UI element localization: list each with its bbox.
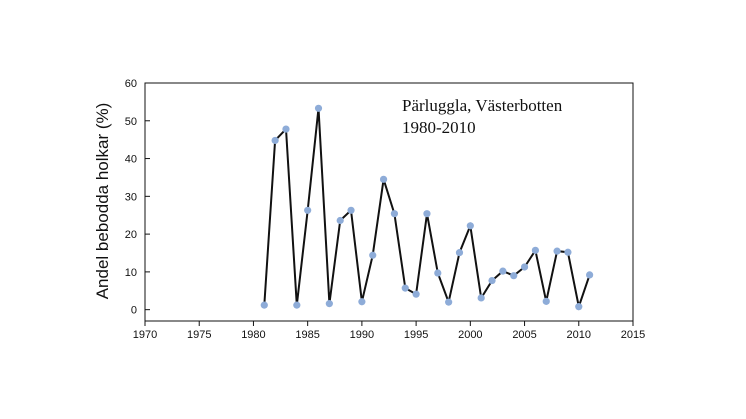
data-point [586, 271, 594, 279]
x-tick-label: 1990 [350, 329, 374, 341]
x-tick-label: 1975 [187, 329, 211, 341]
y-tick-label: 40 [125, 154, 137, 166]
data-point [520, 263, 529, 271]
x-tick-label: 1985 [295, 329, 319, 341]
data-point [423, 210, 431, 218]
data-point [336, 216, 344, 225]
x-tick-label: 2015 [621, 329, 645, 341]
y-axis: 0 10 20 30 40 50 60 [125, 78, 150, 317]
series-line [263, 108, 591, 311]
data-point [282, 125, 290, 133]
data-point [455, 249, 464, 257]
y-tick-label: 30 [125, 191, 137, 203]
x-tick-label: 2010 [567, 329, 591, 341]
y-tick-label: 60 [125, 78, 137, 90]
data-point [293, 301, 301, 309]
data-point [347, 206, 355, 214]
data-point [401, 284, 409, 292]
y-tick-label: 10 [125, 267, 137, 279]
chart-annotation-line-2: 1980-2010 [402, 118, 476, 137]
x-tick-label: 2005 [512, 329, 536, 341]
data-point [488, 276, 496, 285]
data-point [564, 248, 572, 256]
data-point [314, 104, 323, 112]
data-point [542, 297, 550, 305]
data-points [260, 104, 594, 311]
data-point [260, 301, 268, 309]
x-axis: 1970 1975 1980 1985 1990 1995 2000 2005 2010 2015 [133, 321, 645, 341]
x-tick-label: 1980 [241, 329, 265, 341]
data-point [477, 294, 485, 302]
x-tick-label: 1970 [133, 329, 157, 341]
plot-frame [144, 82, 634, 322]
data-point [499, 267, 507, 275]
data-point [379, 175, 388, 183]
y-tick-label: 20 [125, 229, 137, 241]
data-point [466, 222, 474, 230]
data-point [390, 210, 399, 218]
data-point [575, 303, 583, 311]
data-point [434, 269, 442, 277]
data-point [271, 136, 279, 145]
data-point [412, 290, 420, 298]
data-point [369, 251, 377, 259]
x-tick-label: 1995 [404, 329, 428, 341]
data-point [445, 298, 453, 306]
data-point [304, 206, 312, 214]
x-tick-label: 2000 [458, 329, 482, 341]
data-point [358, 298, 366, 306]
y-axis-label: Andel bebodda holkar (%) [93, 103, 112, 300]
data-point [325, 300, 333, 308]
chart-annotation-line-1: Pärluggla, Västerbotten [402, 96, 563, 115]
y-tick-label: 0 [131, 305, 137, 317]
y-tick-label: 50 [125, 116, 137, 128]
data-point [531, 246, 540, 254]
data-point [553, 247, 561, 255]
data-point [510, 272, 518, 280]
